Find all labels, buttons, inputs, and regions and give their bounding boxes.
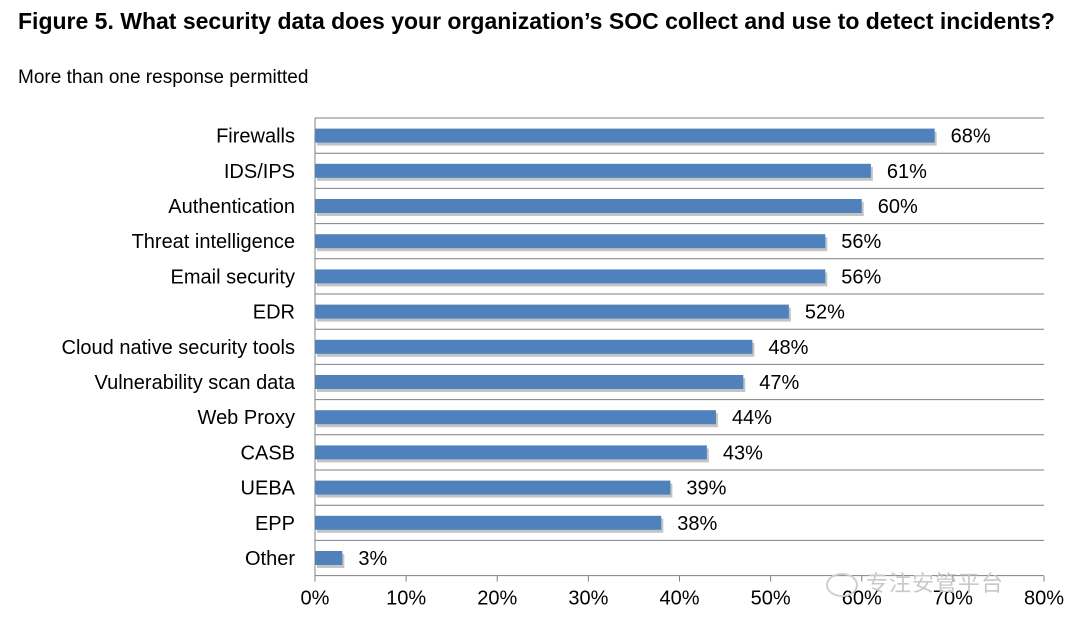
category-label: Firewalls [216,126,295,148]
value-label: 43% [723,442,763,464]
category-label: CASB [241,442,295,464]
value-label: 52% [805,302,845,324]
category-label: Email security [171,266,295,288]
category-label: Web Proxy [198,407,295,429]
value-label: 47% [759,372,799,394]
category-label: EPP [255,513,295,535]
bar [315,304,789,319]
bar [315,375,744,389]
x-tick-label: 50% [751,588,791,610]
chart-subtitle: More than one response permitted [18,67,309,88]
value-label: 68% [951,126,991,148]
category-label: Threat intelligence [132,231,295,253]
category-label: Cloud native security tools [62,337,295,359]
value-label: 44% [732,407,772,429]
value-label: 48% [768,337,808,359]
category-label: IDS/IPS [224,161,295,183]
bar [315,480,671,495]
value-label: 3% [358,548,387,570]
bar [315,128,935,143]
bar [315,269,826,284]
value-label: 38% [677,513,717,535]
category-labels: Firewalls IDS/IPS Authentication Threat int… [62,126,296,570]
x-tick-label: 40% [659,588,699,610]
watermark: 专注安管平台 [826,566,1004,598]
category-label: UEBA [241,478,296,500]
bar [315,163,871,178]
value-label: 60% [878,196,918,218]
x-axis: 0% 10% 20% 30% 40% 50% 60% 70% 80% [301,118,1064,610]
bar [315,234,826,249]
value-label: 61% [887,161,927,183]
bar [315,445,707,460]
bar [315,410,716,425]
category-label: Authentication [168,196,295,218]
chart-title: Figure 5. What security data does your o… [18,8,1055,34]
category-label: Other [245,548,295,570]
value-label: 56% [841,266,881,288]
bar [315,339,753,354]
x-tick-label: 0% [301,588,330,610]
value-label: 39% [686,478,726,500]
value-labels: 68% 61% 60% 56% 56% 52% 48% 47% 44% 43% 39% 38% 3% [358,126,991,570]
category-label: EDR [253,302,295,324]
x-tick-label: 80% [1024,588,1064,610]
x-tick-label: 10% [386,588,426,610]
bars [315,128,937,568]
grid-lines [315,117,1044,577]
x-tick-label: 30% [568,588,608,610]
wechat-icon [826,573,858,597]
x-tick-label: 20% [477,588,517,610]
value-label: 56% [841,231,881,253]
watermark-text: 专注安管平台 [866,572,1005,597]
category-label: Vulnerability scan data [95,372,296,394]
bar [315,515,662,530]
bar [315,551,343,565]
bar [315,199,862,213]
x-tick-label: 70% [933,588,973,610]
